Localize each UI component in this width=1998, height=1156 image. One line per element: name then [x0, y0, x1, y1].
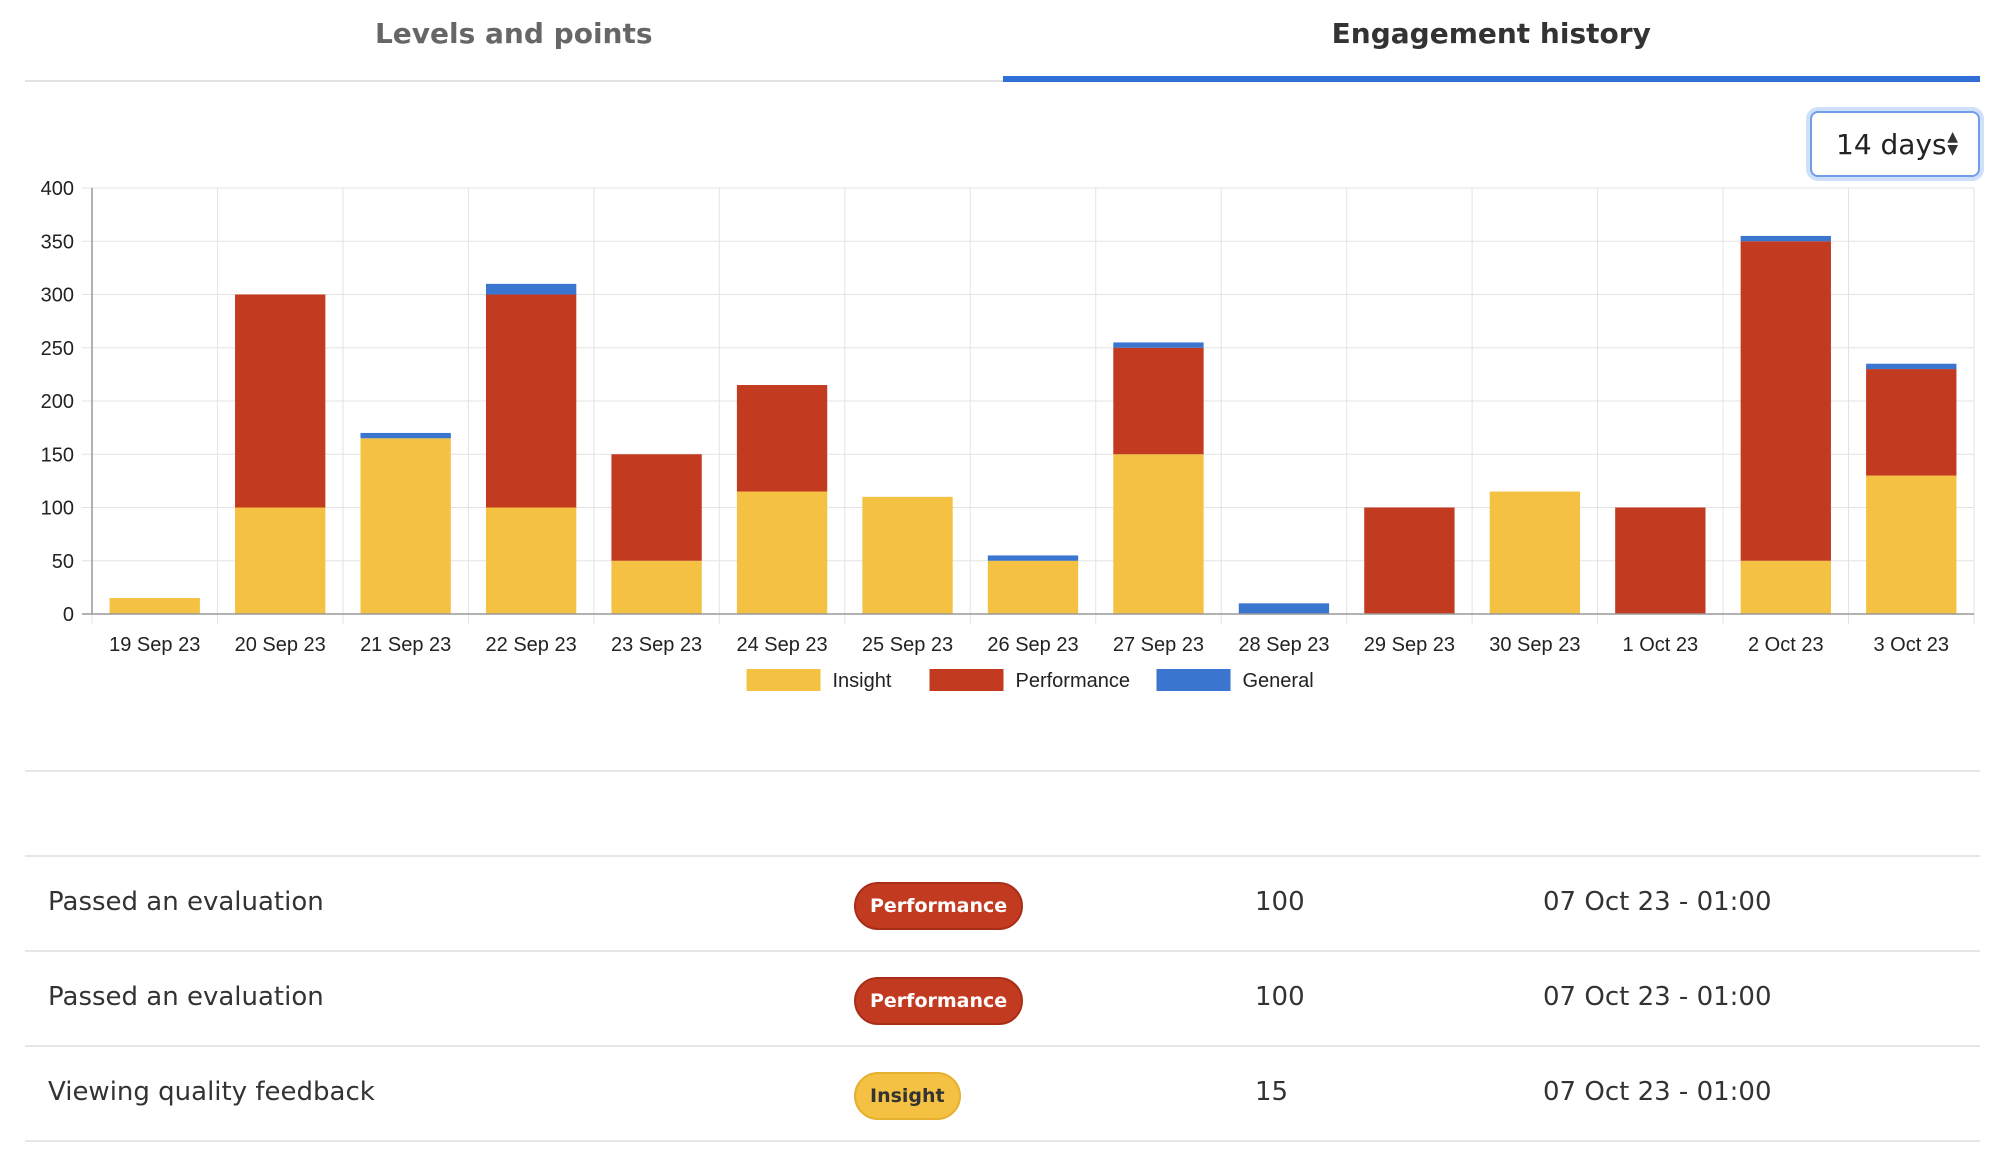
bar-performance — [736, 385, 828, 492]
bar-general — [360, 432, 451, 439]
chart-divider — [25, 770, 1980, 772]
bar-performance — [1866, 369, 1957, 476]
tab-engagement-history[interactable]: Engagement history — [1002, 0, 1981, 82]
bar-insight — [736, 491, 828, 614]
bar-general — [1866, 363, 1957, 370]
y-tick-label: 250 — [41, 338, 74, 360]
period-select-value: 14 days — [1836, 127, 1947, 161]
x-tick-label: 20 Sep 23 — [235, 634, 326, 656]
period-select[interactable]: 14 days ▲ ▼ — [1810, 111, 1980, 177]
chart-bars — [109, 235, 1957, 614]
y-tick-label: 0 — [63, 604, 74, 626]
bar-general — [987, 555, 1079, 561]
y-tick-label: 400 — [41, 178, 74, 200]
bar-performance — [1740, 241, 1831, 561]
chart-grid — [82, 187, 1975, 624]
x-tick-label: 25 Sep 23 — [862, 634, 953, 656]
bar-general — [485, 283, 577, 295]
legend-swatch — [1156, 669, 1231, 691]
x-tick-label: 21 Sep 23 — [360, 634, 451, 656]
legend-swatch — [746, 669, 821, 691]
bar-insight — [1866, 475, 1957, 614]
x-tick-label: 19 Sep 23 — [109, 634, 200, 656]
x-tick-label: 24 Sep 23 — [736, 634, 827, 656]
bar-insight — [1740, 560, 1831, 614]
category-badge: Performance — [854, 882, 1024, 930]
row-description: Passed an evaluation — [48, 982, 324, 1012]
bar-performance — [611, 454, 702, 561]
legend-label: Performance — [1016, 670, 1131, 692]
category-badge: Performance — [854, 977, 1024, 1025]
y-tick-label: 200 — [41, 391, 74, 413]
x-tick-label: 3 Oct 23 — [1873, 634, 1949, 656]
legend-swatch — [929, 669, 1004, 691]
row-date: 07 Oct 23 - 01:00 — [1543, 982, 1772, 1012]
y-tick-label: 100 — [41, 498, 74, 520]
bar-insight — [987, 560, 1079, 614]
bar-general — [1113, 342, 1204, 348]
bar-performance — [485, 294, 577, 508]
bar-performance — [1615, 507, 1706, 614]
chart-axes: 0 50 100 150 200 250 300 350 400 19 Sep 23 20 Sep … — [41, 178, 1974, 656]
legend-label: General — [1243, 670, 1314, 692]
bar-general — [1238, 603, 1330, 614]
row-points: 15 — [1255, 1077, 1289, 1107]
x-tick-label: 23 Sep 23 — [611, 634, 702, 656]
bar-insight — [862, 496, 953, 614]
bar-performance — [1113, 347, 1204, 455]
table-row: Viewing quality feedback Insight 15 07 O… — [25, 1047, 1980, 1142]
row-date: 07 Oct 23 - 01:00 — [1543, 1077, 1772, 1107]
x-tick-label: 26 Sep 23 — [987, 634, 1078, 656]
x-tick-label: 2 Oct 23 — [1748, 634, 1824, 656]
bar-performance — [235, 294, 326, 508]
bar-insight — [485, 507, 577, 614]
chart-legend: Insight Performance General — [746, 669, 1314, 692]
bar-insight — [1489, 491, 1581, 614]
y-tick-label: 150 — [41, 444, 74, 466]
y-tick-label: 300 — [41, 285, 74, 307]
legend-label: Insight — [833, 670, 892, 692]
category-badge: Insight — [854, 1072, 961, 1120]
x-tick-label: 27 Sep 23 — [1113, 634, 1204, 656]
x-tick-label: 30 Sep 23 — [1489, 634, 1580, 656]
tab-levels-and-points[interactable]: Levels and points — [374, 16, 653, 50]
row-points: 100 — [1255, 887, 1305, 917]
table-row: Passed an evaluation Performance 100 07 … — [25, 952, 1980, 1047]
row-date: 07 Oct 23 - 01:00 — [1543, 887, 1772, 917]
engagement-chart: 0 50 100 150 200 250 300 350 400 19 Sep 23 20 Sep … — [41, 178, 1975, 692]
table-row: Passed an evaluation Performance 100 07 … — [25, 857, 1980, 952]
y-tick-label: 350 — [41, 231, 74, 253]
x-tick-label: 22 Sep 23 — [486, 634, 577, 656]
tab-bar: Levels and points Engagement history — [25, 0, 1980, 82]
y-tick-label: 50 — [52, 551, 74, 573]
bar-performance — [1364, 507, 1455, 614]
row-points: 100 — [1255, 982, 1305, 1012]
table-top-border — [25, 855, 1980, 857]
bar-insight — [109, 598, 200, 614]
x-tick-label: 28 Sep 23 — [1238, 634, 1329, 656]
sort-caret-icon: ▲ ▼ — [1947, 129, 1958, 158]
bar-insight — [235, 507, 326, 614]
bar-insight — [360, 438, 451, 614]
row-description: Viewing quality feedback — [48, 1077, 375, 1107]
bar-insight — [611, 560, 702, 614]
bar-general — [1740, 235, 1831, 242]
x-tick-label: 29 Sep 23 — [1364, 634, 1455, 656]
x-tick-label: 1 Oct 23 — [1623, 634, 1699, 656]
bar-insight — [1113, 454, 1204, 614]
row-description: Passed an evaluation — [48, 887, 324, 917]
